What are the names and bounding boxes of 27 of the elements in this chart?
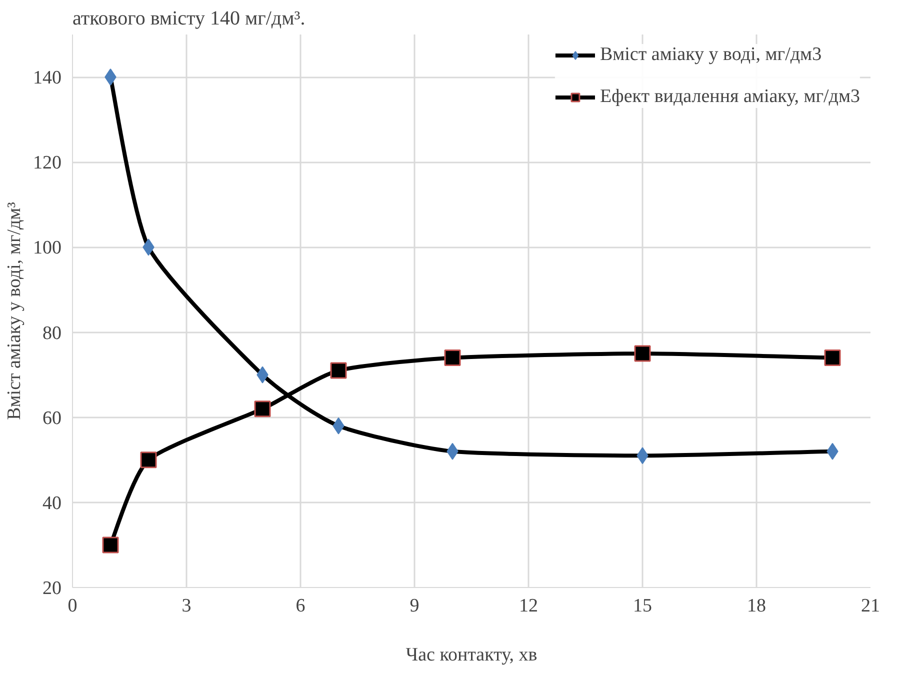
x-axis-title: Час контакту, хв (406, 644, 538, 666)
point (824, 350, 841, 366)
legend-label: Ефект видалення аміаку, мг/дм3 (600, 86, 860, 108)
y-tick-label: 120 (33, 152, 62, 174)
y-tick-label: 80 (42, 322, 62, 344)
x-tick-label: 0 (68, 596, 78, 616)
x-tick-label: 15 (633, 596, 652, 616)
x-tick-label: 9 (410, 596, 420, 616)
point (102, 536, 119, 554)
legend-label: Вміст аміаку у воді, мг/дм3 (600, 44, 822, 66)
y-tick-label: 40 (42, 492, 62, 514)
point (330, 362, 347, 379)
y-tick-label: 60 (42, 408, 62, 429)
x-tick-label: 3 (182, 596, 192, 616)
point (444, 350, 461, 366)
x-tick-label: 6 (296, 596, 306, 616)
y-axis-title: Вміст аміаку у воді, мг/дм³ (4, 202, 25, 420)
point (140, 452, 157, 468)
point (254, 400, 271, 418)
y-tick-label: 20 (42, 578, 62, 599)
text: аткового вмісту 140 мг/дм³. (72, 8, 306, 30)
x-tick-label: 21 (861, 596, 880, 616)
x-tick-label: 18 (747, 596, 766, 616)
y-tick-label: 100 (33, 238, 62, 259)
x-tick-label: 12 (519, 596, 538, 616)
point (634, 345, 651, 362)
y-tick-label: 140 (33, 68, 62, 89)
